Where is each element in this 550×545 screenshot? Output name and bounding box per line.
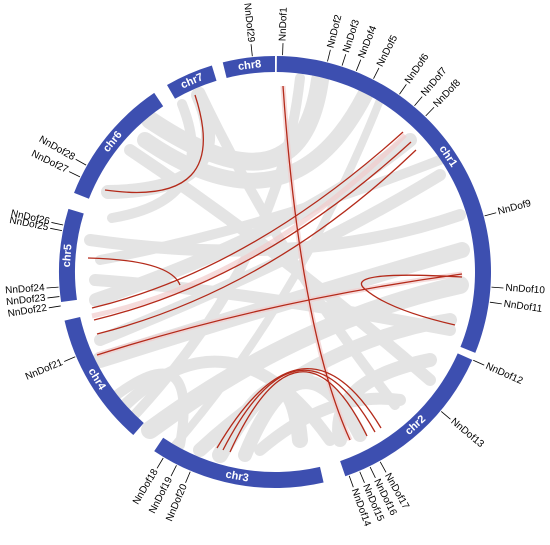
duplication-link [360, 274, 463, 326]
duplication-link [104, 94, 204, 194]
duplication-link [87, 257, 181, 286]
chromosome-label: chr5 [61, 244, 75, 268]
gene-tick [170, 465, 177, 477]
gene-tick [491, 286, 504, 289]
duplication-link [229, 371, 368, 453]
synteny-link [195, 87, 400, 410]
gene-marker: NnDof29 [241, 2, 256, 57]
gene-tick [48, 305, 61, 309]
gene-marker: NnDof5 [373, 33, 400, 79]
gene-marker: NnDof11 [489, 299, 543, 315]
duplication-link [282, 85, 351, 441]
gene-tick [75, 158, 87, 166]
duplication-link [96, 273, 463, 356]
chromosome-chr8: chr8 [222, 56, 275, 78]
gene-label: NnDof2 [326, 13, 345, 49]
chromosome-band [59, 208, 84, 303]
gene-label: NnDof10 [505, 283, 546, 297]
gene-tick [355, 59, 362, 71]
synteny-link [114, 355, 336, 446]
gene-tick [414, 96, 423, 107]
gene-label: NnDof4 [356, 24, 379, 60]
gene-tick [359, 471, 365, 483]
background-synteny-links [84, 71, 470, 463]
gene-label: NnDof11 [503, 299, 543, 315]
chromosome-label: chr3 [225, 468, 250, 484]
synteny-link [238, 375, 367, 462]
gene-label: NnDof13 [448, 416, 486, 450]
gene-label: NnDof29 [241, 2, 256, 43]
gene-marker: NnDof10 [491, 283, 546, 297]
synteny-link-shadow [91, 133, 407, 319]
duplication-link [96, 149, 417, 335]
gene-label: NnDof9 [497, 198, 533, 218]
chromosome-chr3: chr3 [154, 437, 324, 488]
gene-tick [69, 171, 81, 178]
gene-tick [64, 356, 76, 362]
synteny-link [171, 96, 384, 449]
chromosome-band [154, 437, 324, 488]
synteny-link [124, 144, 436, 386]
gene-tick [399, 84, 407, 95]
synteny-link [137, 87, 373, 189]
gene-tick [489, 301, 502, 305]
gene-tick [379, 461, 387, 473]
chromosome-band [74, 92, 164, 199]
gene-tick [369, 466, 376, 478]
segmental-duplication-links [87, 85, 463, 453]
synteny-link [141, 276, 469, 439]
duplication-link [216, 368, 382, 449]
gene-marker: NnDof23 [6, 293, 60, 308]
gene-tick [348, 475, 354, 488]
chromosome-band [340, 353, 473, 477]
synteny-link [89, 274, 456, 336]
gene-tick [50, 227, 63, 231]
duplication-link [91, 131, 404, 309]
gene-tick [373, 67, 380, 79]
chromosome-band [222, 56, 275, 78]
gene-marker: NnDof12 [473, 359, 525, 387]
gene-marker: NnDof24 [5, 283, 59, 297]
gene-tick [440, 411, 451, 420]
gene-tick [47, 296, 60, 299]
gene-marker: NnDof9 [484, 198, 533, 218]
gene-label: NnDof1 [278, 7, 290, 42]
duplication-link [93, 141, 412, 321]
gene-label: NnDof21 [24, 357, 65, 383]
gene-tick [327, 49, 331, 62]
gene-marker: NnDof1 [278, 7, 290, 56]
chromosome-chr5: chr5 [59, 208, 84, 303]
gene-tick [185, 471, 191, 483]
chromosome-band [167, 65, 217, 99]
gene-tick [51, 222, 64, 226]
gene-label: NnDof12 [484, 361, 525, 387]
gene-tick [46, 286, 59, 289]
chromosome-chr7: chr7 [167, 65, 217, 99]
chromosome-band [64, 316, 144, 436]
duplication-link [222, 369, 376, 451]
gene-label: NnDof5 [375, 33, 400, 69]
gene-tick [425, 106, 435, 117]
gene-marker: NnDof21 [24, 356, 76, 383]
gene-tick [341, 54, 347, 66]
gene-tick [473, 359, 485, 366]
gene-marker: NnDof3 [341, 18, 362, 66]
gene-marker: NnDof2 [326, 13, 345, 62]
gene-tick [250, 44, 253, 57]
gene-label: NnDof23 [6, 293, 47, 308]
chromosome-label: chr8 [237, 58, 262, 73]
gene-tick [156, 457, 164, 469]
gene-tick [484, 212, 497, 217]
gene-label: NnDof24 [5, 283, 46, 297]
gene-marker: NnDof13 [440, 411, 486, 450]
synteny-link [141, 71, 329, 171]
chromosome-band [276, 56, 491, 353]
